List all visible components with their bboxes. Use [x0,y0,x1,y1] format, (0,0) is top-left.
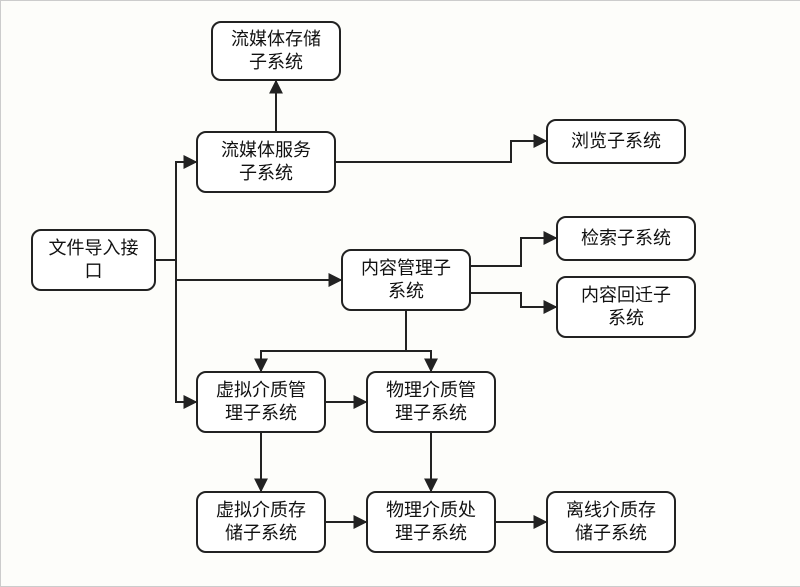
edge-file_import-to-stream_serve [156,162,196,260]
edge-content_mgmt-to-search [471,238,556,266]
node-content_mgmt: 内容管理子系统 [341,249,471,311]
edge-content_mgmt-to-phys_mgmt [406,311,431,371]
node-search: 检索子系统 [556,216,696,261]
node-virt_store: 虚拟介质存储子系统 [196,491,326,553]
node-offline_store: 离线介质存储子系统 [546,491,676,553]
node-phys_proc: 物理介质处理子系统 [366,491,496,553]
edge-content_mgmt-to-migration [471,293,556,307]
node-phys_mgmt: 物理介质管理子系统 [366,371,496,433]
node-stream_store: 流媒体存储子系统 [211,21,341,81]
edge-content_mgmt-to-virt_mgmt [261,311,406,371]
flowchart-canvas: 文件导入接口 流媒体存储子系统流媒体服务子系统 浏览子系统内容管理子系统 检索子系统内… [0,0,800,587]
node-stream_serve: 流媒体服务子系统 [196,131,336,193]
node-browse: 浏览子系统 [546,119,686,164]
edge-file_import-to-content_mgmt [156,260,341,280]
edge-stream_serve-to-browse [336,141,546,162]
node-virt_mgmt: 虚拟介质管理子系统 [196,371,326,433]
node-file_import: 文件导入接口 [31,229,156,291]
edge-file_import-to-virt_mgmt [156,260,196,402]
node-migration: 内容回迁子系统 [556,276,696,338]
